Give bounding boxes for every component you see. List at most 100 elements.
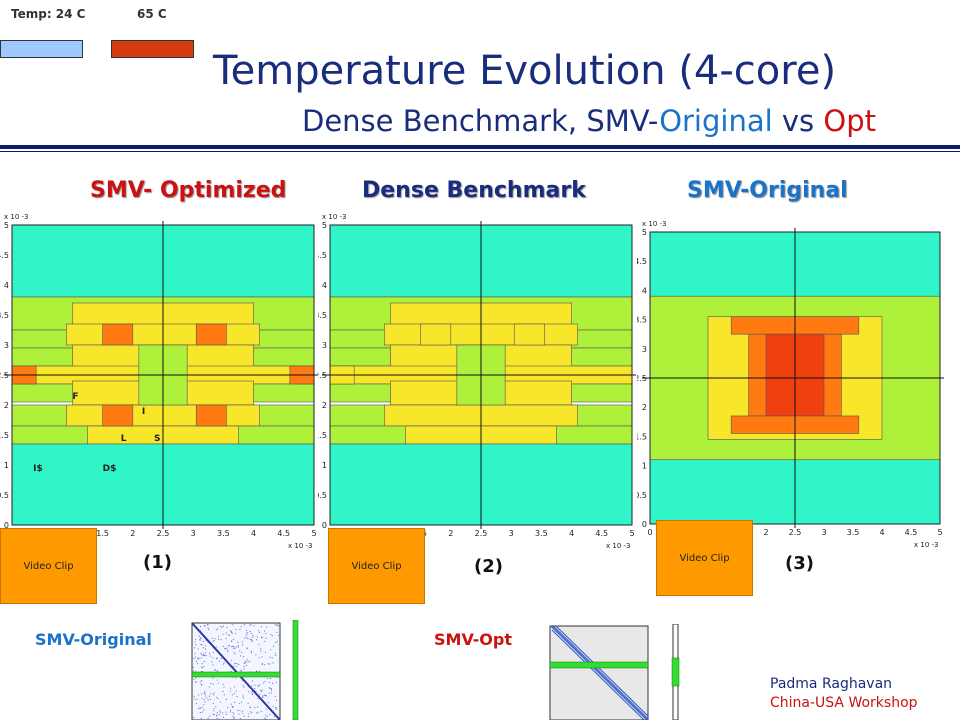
sparsity-dot (264, 694, 266, 696)
sparsity-dot (255, 654, 257, 656)
sparsity-dot (275, 707, 277, 709)
clip-number-2: (2) (474, 556, 503, 577)
sparsity-dot (264, 694, 266, 696)
sparsity-dot (263, 682, 265, 684)
sparsity-dot (232, 638, 234, 640)
sparsity-dot (262, 663, 264, 665)
sparsity-dot (220, 657, 222, 659)
sparsity-dot (241, 644, 243, 646)
video-clip-3[interactable]: Video Clip (656, 520, 753, 596)
y-tick-label: 5 (642, 228, 647, 237)
sparsity-dot (261, 663, 263, 665)
x-tick-label: 2.5 (157, 529, 170, 538)
sparsity-dot (204, 701, 206, 703)
sparsity-dot (251, 692, 253, 694)
sparsity-dot (246, 637, 248, 639)
sparsity-dot (203, 709, 205, 711)
subtitle-smv: SMV- (586, 104, 660, 138)
sparsity-dot (199, 711, 201, 713)
sparsity-dot (196, 660, 198, 662)
sparsity-dot (243, 668, 245, 670)
y-tick-label: 5 (322, 221, 327, 230)
sparsity-dot (230, 659, 232, 661)
sparsity-dot (197, 657, 199, 659)
sparsity-dot (227, 707, 229, 709)
sparsity-dot (232, 706, 234, 708)
sparsity-dot (213, 707, 215, 709)
sparsity-dot (237, 645, 239, 647)
sparsity-dot (233, 651, 235, 653)
sparsity-dot (234, 647, 236, 649)
sparsity-dot (219, 711, 221, 713)
sparsity-dot (260, 691, 262, 693)
y-tick-label: 4 (4, 281, 9, 290)
sparsity-dot (217, 628, 219, 630)
sparsity-dot (258, 630, 260, 632)
sparsity-dot (222, 646, 224, 648)
sparsity-dot (207, 627, 209, 629)
y-tick-label: 0 (322, 521, 327, 530)
sparsity-dot (260, 710, 262, 712)
sparsity-dot (266, 708, 268, 710)
sparsity-dot (236, 696, 238, 698)
sparsity-dot (215, 646, 217, 648)
sparsity-dot (230, 632, 232, 634)
sparsity-dot (212, 702, 214, 704)
sparsity-dot (236, 666, 238, 668)
sparsity-dot (225, 632, 227, 634)
sparsity-dot (203, 661, 205, 663)
sparsity-dot (260, 648, 262, 650)
sparsity-dot (243, 686, 245, 688)
y-tick-label: 2.5 (318, 371, 327, 380)
sparsity-dot (250, 711, 252, 713)
page-subtitle: Dense Benchmark, SMV-Original vs Opt (302, 104, 876, 138)
sparsity-dot (203, 693, 205, 695)
sparsity-dot (230, 631, 232, 633)
sparsity-dot (233, 713, 235, 715)
sparsity-dot (246, 632, 248, 634)
sparsity-dot (261, 689, 263, 691)
sparsity-dot (229, 709, 231, 711)
sparsity-dot (219, 710, 221, 712)
sparsity-dot (260, 636, 262, 638)
video-clip-1[interactable]: Video Clip (0, 528, 97, 604)
sparsity-dot (193, 658, 195, 660)
y-tick-label: 4 (322, 281, 327, 290)
x-tick-label: 4 (879, 528, 884, 537)
sparsity-dot (218, 635, 220, 637)
sparsity-dot (247, 637, 249, 639)
y-tick-label: 3.5 (0, 311, 9, 320)
sparsity-dot (242, 656, 244, 658)
y-tick-label: 2 (322, 401, 327, 410)
sparsity-dot (269, 677, 271, 679)
sparsity-dot (245, 629, 247, 631)
floorplan-block (420, 323, 452, 346)
sparsity-dot (234, 701, 236, 703)
sparsity-dot (241, 670, 243, 672)
sparsity-dot (209, 655, 211, 657)
sparsity-dot (216, 717, 218, 719)
footer-event: China-USA Workshop (770, 695, 918, 711)
sparsity-dot (237, 709, 239, 711)
x-tick-label: 5 (311, 529, 316, 538)
sparsity-dot (197, 659, 199, 661)
sparsity-dot (211, 661, 213, 663)
sparsity-dot (245, 635, 247, 637)
sparsity-dot (257, 706, 259, 708)
y-tick-label: 0.5 (637, 491, 647, 500)
spy-title-opt: SMV-Opt (434, 630, 513, 649)
sparsity-dot (200, 671, 202, 673)
sparsity-dot (267, 678, 269, 680)
sparsity-dot (208, 628, 210, 630)
sparsity-dot (220, 626, 222, 628)
panel-title-optimized: SMV- Optimized (90, 178, 287, 203)
sparsity-dot (250, 652, 252, 654)
sparsity-dot (227, 649, 229, 651)
panel-title-original: SMV-Original (687, 178, 848, 203)
sparsity-dot (195, 677, 197, 679)
sparsity-dot (268, 692, 270, 694)
video-clip-2[interactable]: Video Clip (328, 528, 425, 604)
sparsity-dot (258, 670, 260, 672)
x-tick-label: 3.5 (535, 529, 548, 538)
sparsity-dot (195, 671, 197, 673)
